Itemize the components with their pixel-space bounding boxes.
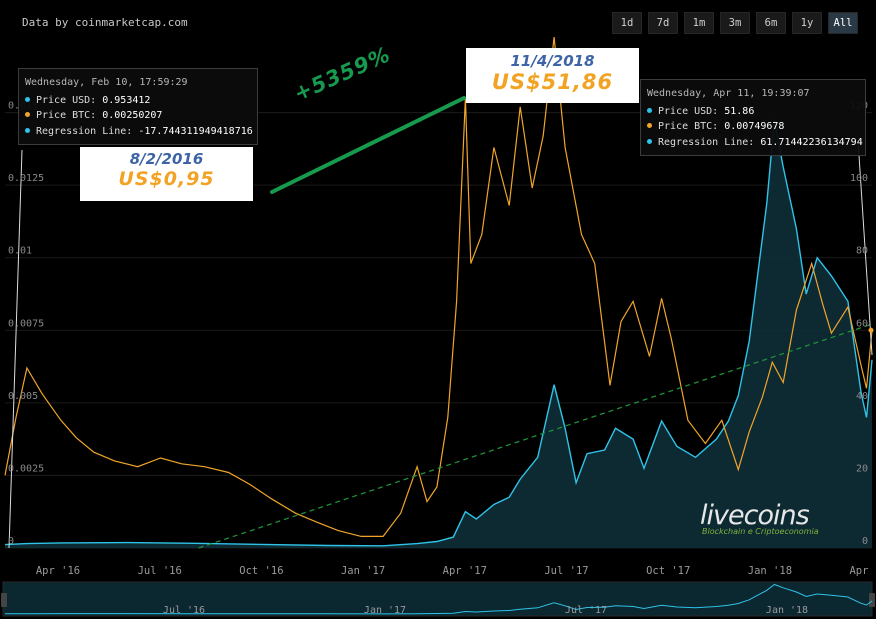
logo-name: livecoins	[700, 500, 810, 531]
navigator: Jul '16 Jan '17 Jul '17 Jan '18	[1, 581, 875, 617]
series-layer	[4, 37, 874, 549]
y-tick-left: 0.01	[8, 246, 32, 257]
navigator-handle-right	[869, 593, 875, 607]
x-tick: Jan '18	[748, 565, 792, 577]
range-button-1d[interactable]: 1d	[612, 12, 642, 34]
livecoins-logo: livecoins Blockchain e Criptoeconomia	[700, 500, 819, 536]
y-tick-right: 0	[862, 536, 868, 547]
navigator-tick: Jul '17	[565, 605, 607, 616]
hover-point	[868, 327, 874, 333]
navigator-tick: Jan '17	[364, 605, 406, 616]
tooltip-row-label: Price BTC:	[658, 121, 725, 132]
tooltip-row: Price USD: 0.953412	[25, 93, 249, 109]
y-tick-left: 0.0075	[8, 318, 44, 329]
tooltip-row-value: 0.953412	[102, 94, 151, 106]
range-selector: 1d 7d 1m 3m 6m 1y All	[612, 12, 858, 34]
tooltip-start: Wednesday, Feb 10, 17:59:29 Price USD: 0…	[18, 68, 258, 145]
x-tick: Apr '17	[443, 565, 487, 577]
series-dot-icon	[647, 123, 652, 128]
tooltip-row-label: Price BTC:	[36, 110, 103, 121]
x-tick: Oct '16	[239, 565, 283, 577]
series-usd-area	[5, 119, 872, 549]
y-tick-right: 80	[856, 246, 868, 257]
tooltip-row-value: 0.00749678	[724, 121, 785, 132]
range-button-all[interactable]: All	[828, 12, 858, 34]
data-source-label: Data by coinmarketcap.com	[22, 16, 188, 29]
annotation-end-date: 11/4/2018	[510, 52, 595, 70]
x-tick: Apr '18	[849, 565, 876, 577]
y-tick-right: 20	[856, 463, 868, 474]
tooltip-row-value: -17.744311949418716	[138, 125, 253, 137]
tooltip-row-label: Price USD:	[658, 105, 725, 117]
x-tick: Jul '16	[138, 565, 182, 577]
tooltip-row-value: 51.86	[724, 105, 755, 117]
series-dot-icon	[647, 107, 652, 113]
range-button-6m[interactable]: 6m	[756, 12, 786, 34]
tooltip-start-header: Wednesday, Feb 10, 17:59:29	[25, 77, 188, 88]
navigator-tick: Jul '16	[163, 605, 205, 616]
tooltip-row: Price BTC: 0.00250207	[25, 108, 249, 124]
series-dot-icon	[25, 96, 30, 102]
tooltip-row: Regression Line: -17.744311949418716	[25, 124, 253, 140]
x-tick: Jul '17	[544, 565, 588, 577]
gain-arrow	[270, 96, 466, 194]
tooltip-row-label: Regression Line:	[36, 125, 139, 137]
annotation-end: 11/4/2018 US$51,86	[466, 48, 639, 103]
tooltip-row: Regression Line: 61.71442236134794	[647, 135, 863, 151]
tooltip-row: Price USD: 51.86	[647, 104, 857, 120]
series-usd-line	[4, 119, 873, 547]
range-button-7d[interactable]: 7d	[648, 12, 678, 34]
tooltip-row-value: 61.71442236134794	[760, 136, 863, 148]
annotation-start: 8/2/2016 US$0,95	[80, 147, 253, 201]
navigator-tick: Jan '18	[766, 605, 808, 616]
series-dot-icon	[25, 112, 30, 117]
y-tick-left: 0.0025	[8, 463, 44, 474]
tooltip-row-value: 0.00250207	[102, 110, 163, 121]
series-regression-line	[198, 323, 873, 549]
navigator-handle-left	[1, 593, 7, 607]
tooltip-row: Price BTC: 0.00749678	[647, 119, 857, 135]
y-tick-right: 100	[850, 173, 868, 184]
y-tick-right: 40	[856, 391, 868, 402]
x-tick: Jan '17	[341, 565, 385, 577]
navigator-line	[4, 583, 873, 615]
y-tick-right: 60	[856, 318, 868, 329]
series-dot-icon	[647, 138, 652, 144]
y-tick-left: 0.005	[8, 391, 38, 402]
annotation-end-price: US$51,86	[491, 70, 614, 94]
annotation-start-price: US$0,95	[118, 168, 215, 190]
range-button-1y[interactable]: 1y	[792, 12, 822, 34]
tooltip-row-label: Regression Line:	[658, 136, 761, 148]
range-button-1m[interactable]: 1m	[684, 12, 714, 34]
x-tick: Oct '17	[646, 565, 690, 577]
crosshair-end	[857, 139, 873, 356]
logo-tagline: Blockchain e Criptoeconomia	[702, 527, 819, 536]
x-tick: Apr '16	[36, 565, 80, 577]
range-button-3m[interactable]: 3m	[720, 12, 750, 34]
series-btc-line	[4, 37, 873, 537]
annotation-start-date: 8/2/2016	[129, 150, 204, 168]
tooltip-end-header: Wednesday, Apr 11, 19:39:07	[647, 88, 810, 99]
navigator-window	[2, 581, 873, 617]
crosshair-start	[8, 149, 23, 549]
y-tick-left: 0	[8, 536, 14, 547]
tooltip-row-label: Price USD:	[36, 94, 103, 106]
series-dot-icon	[25, 127, 30, 133]
tooltip-end: Wednesday, Apr 11, 19:39:07 Price USD: 5…	[640, 79, 866, 156]
y-tick-left: 0.0125	[8, 173, 44, 184]
